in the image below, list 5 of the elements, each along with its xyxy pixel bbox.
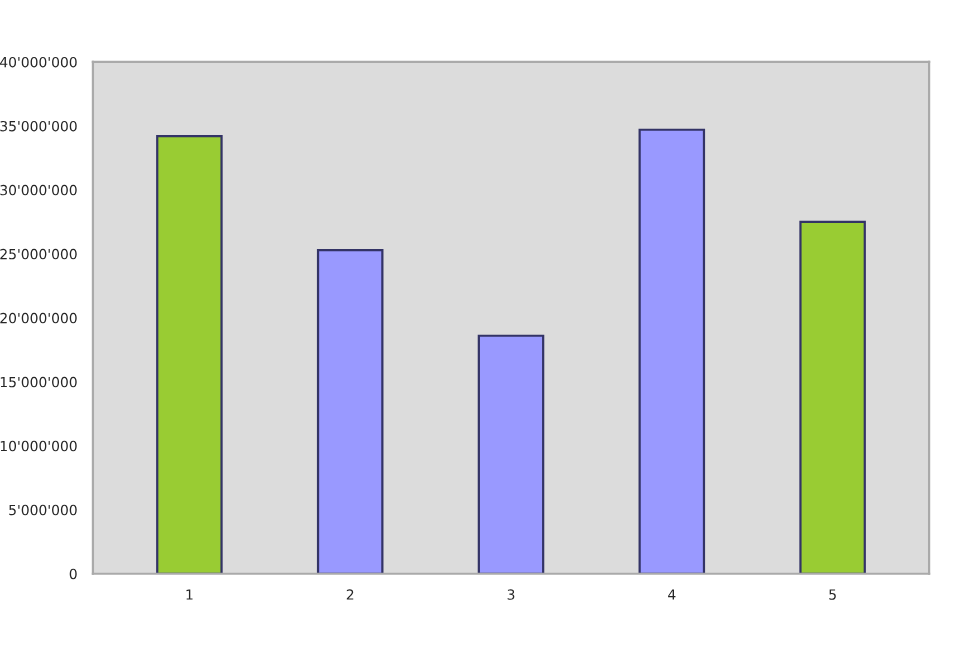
bar bbox=[477, 334, 545, 574]
bar bbox=[799, 220, 866, 574]
bar bbox=[156, 135, 223, 574]
bar bbox=[638, 128, 706, 574]
bar bbox=[316, 248, 384, 574]
